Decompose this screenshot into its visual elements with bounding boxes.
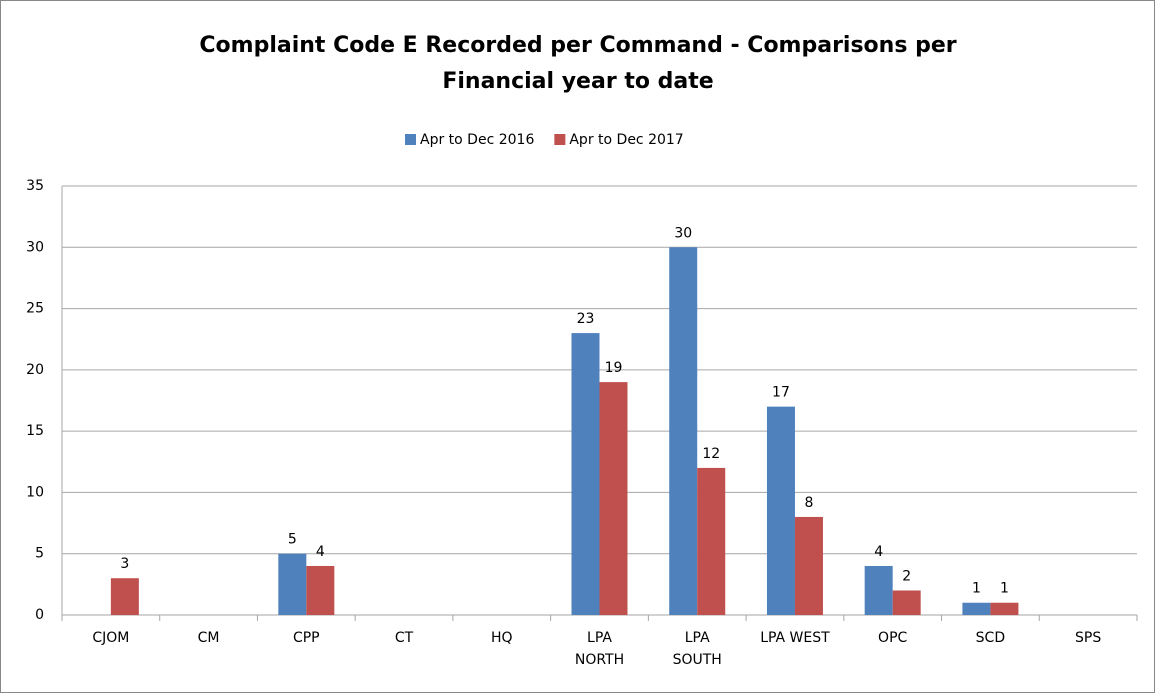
bar [278, 553, 307, 615]
bar [962, 602, 991, 615]
y-tick-label: 20 [26, 362, 44, 378]
bar [669, 247, 698, 616]
legend-label: Apr to Dec 2017 [569, 132, 683, 148]
bar [571, 333, 600, 615]
data-label: 8 [804, 495, 813, 511]
bar [794, 516, 823, 615]
x-tick-label: OPC [878, 630, 908, 646]
bar [766, 406, 795, 615]
y-tick-label: 10 [26, 484, 44, 500]
legend-label: Apr to Dec 2016 [420, 132, 534, 148]
data-label: 23 [577, 311, 595, 327]
data-label: 5 [288, 532, 297, 548]
legend-swatch [554, 134, 566, 145]
chart-title: Complaint Code E Recorded per Command - … [199, 33, 957, 94]
x-tick-label: SCD [975, 630, 1006, 646]
bar [864, 565, 893, 615]
y-tick-label: 5 [35, 546, 44, 562]
x-tick-label: LPA SOUTH [672, 630, 722, 668]
y-tick-label: 30 [26, 239, 44, 255]
data-label: 17 [772, 385, 790, 401]
x-tick-label: CM [197, 630, 220, 646]
x-tick-label: SPS [1075, 630, 1102, 646]
data-label: 4 [316, 544, 325, 560]
x-tick-label: CPP [292, 630, 320, 646]
data-label: 19 [605, 360, 623, 376]
data-label: 12 [702, 446, 720, 462]
data-label: 30 [674, 225, 692, 241]
bar [110, 578, 139, 615]
x-tick-label: LPA NORTH [574, 630, 625, 668]
bar [599, 382, 628, 615]
y-tick-label: 15 [26, 423, 44, 439]
y-tick-label: 35 [26, 178, 44, 194]
data-label: 3 [120, 556, 129, 572]
y-tick-label: 0 [35, 607, 44, 623]
data-label: 2 [902, 568, 911, 584]
data-label: 1 [972, 581, 981, 597]
legend-swatch [405, 134, 416, 145]
bar [990, 602, 1019, 615]
x-tick-label: CT [394, 630, 414, 646]
x-tick-label: LPA WEST [760, 630, 830, 646]
bar [697, 467, 726, 615]
bar [892, 590, 921, 615]
data-label: 1 [1000, 581, 1009, 597]
bar [306, 565, 335, 615]
x-tick-label: HQ [490, 630, 513, 646]
x-tick-label: CJOM [92, 630, 130, 646]
y-tick-label: 25 [26, 301, 44, 317]
data-label: 4 [874, 544, 883, 560]
